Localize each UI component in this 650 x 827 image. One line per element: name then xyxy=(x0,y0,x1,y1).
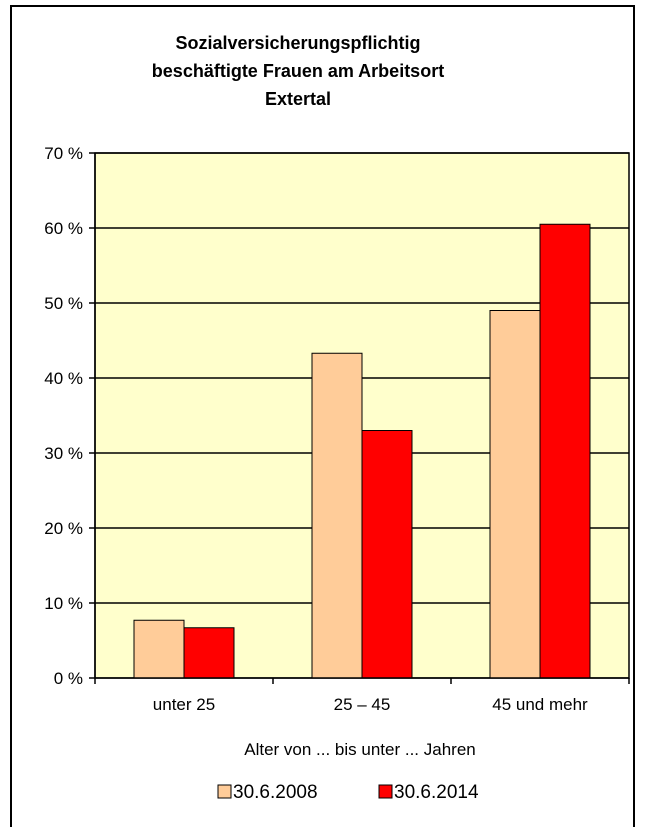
legend-swatch xyxy=(217,784,232,799)
x-tick-label: 45 und mehr xyxy=(492,695,588,714)
y-tick-label: 20 % xyxy=(44,519,83,538)
bar-chart: Sozialversicherungspflichtig beschäftigt… xyxy=(44,33,630,803)
bar-1-1 xyxy=(133,619,185,679)
y-tick-label: 30 % xyxy=(44,444,83,463)
bar-2-3 xyxy=(539,223,591,679)
y-tick-label: 50 % xyxy=(44,294,83,313)
x-tick-label: unter 25 xyxy=(153,695,215,714)
y-tick-label: 70 % xyxy=(44,144,83,163)
bar-1-2 xyxy=(311,352,363,679)
legend: 30.6.2008 30.6.2014 xyxy=(217,782,479,803)
chart-frame: Sozialversicherungspflichtig beschäftigt… xyxy=(10,5,635,827)
bar-2-1 xyxy=(183,627,235,679)
legend-label: 30.6.2014 xyxy=(394,782,479,803)
legend-label: 30.6.2008 xyxy=(233,782,318,803)
x-axis-ticks: unter 25 25 – 45 45 und mehr xyxy=(94,678,630,714)
bar-2-2 xyxy=(361,430,413,679)
y-tick-label: 40 % xyxy=(44,369,83,388)
chart-title-line-3: Extertal xyxy=(265,89,331,109)
chart-title-line-1: Sozialversicherungspflichtig xyxy=(175,33,420,53)
y-tick-label: 60 % xyxy=(44,219,83,238)
y-tick-label: 0 % xyxy=(54,669,83,688)
chart-title: Sozialversicherungspflichtig beschäftigt… xyxy=(152,33,444,109)
x-axis-label: Alter von ... bis unter ... Jahren xyxy=(244,740,476,759)
bars xyxy=(133,223,591,679)
y-tick-label: 10 % xyxy=(44,594,83,613)
legend-swatch xyxy=(378,784,393,799)
x-tick-label: 25 – 45 xyxy=(334,695,391,714)
axes xyxy=(94,153,629,679)
bar-1-3 xyxy=(489,310,541,679)
y-axis-ticks: 0 % 10 % 20 % 30 % 40 % 50 % 60 % 70 % xyxy=(44,144,95,688)
chart-title-line-2: beschäftigte Frauen am Arbeitsort xyxy=(152,61,444,81)
